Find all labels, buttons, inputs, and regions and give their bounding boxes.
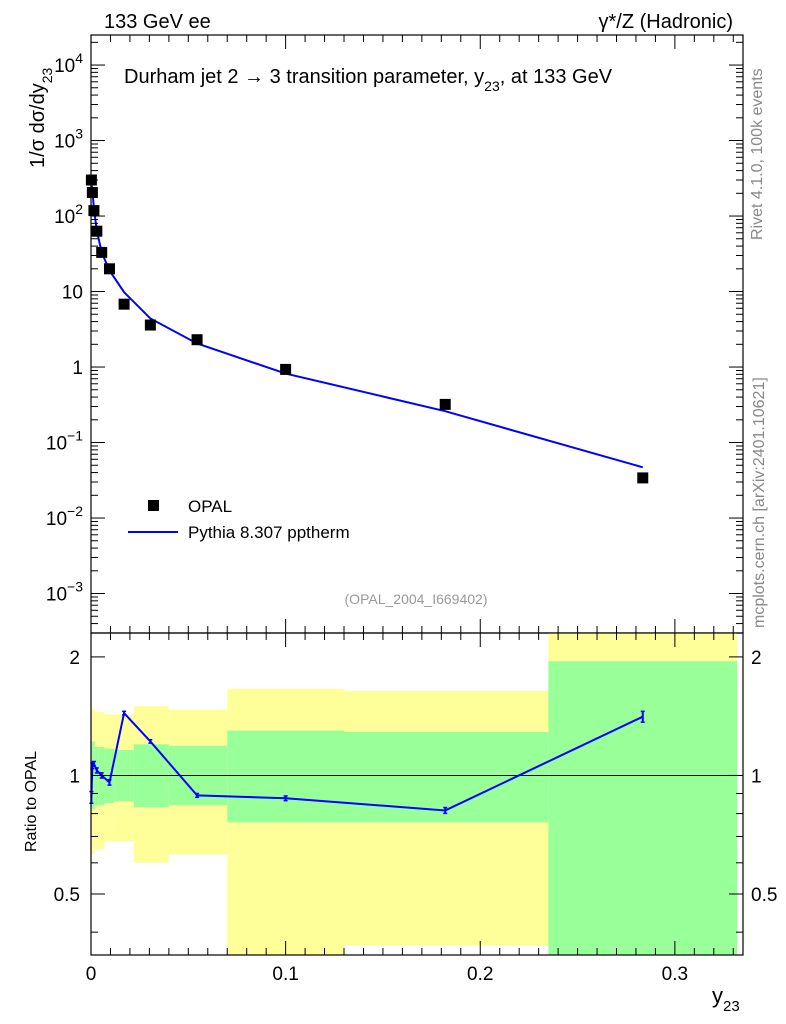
- main-ytick-label-exponent: 2: [75, 201, 83, 217]
- opal-data-point: [439, 398, 451, 410]
- opal-data-point: [280, 363, 292, 375]
- ratio-xtick-label: 0.2: [467, 964, 493, 985]
- opal-data-point: [637, 472, 649, 484]
- main-ytick-label: 10−3: [46, 579, 83, 606]
- ratio-ytick-label: 2: [69, 648, 80, 669]
- main-ytick-label: 1: [72, 358, 83, 379]
- main-ytick-label: 104: [54, 50, 83, 77]
- opal-data-point: [88, 205, 100, 217]
- ratio-ytick-label-right: 1: [751, 766, 762, 787]
- main-ytick-label-base: 10: [54, 56, 75, 77]
- main-title-text: Durham jet 2 → 3 transition parameter, y: [124, 66, 484, 88]
- legend-marker-opal: [148, 500, 159, 511]
- uncertainty-band-1sigma: [548, 661, 738, 955]
- header-left-label: 133 GeV ee: [104, 11, 211, 33]
- legend-label-opal: OPAL: [188, 497, 232, 516]
- ratio-xtick-label: 0.3: [662, 964, 688, 985]
- ratio-xtick-label: 0.1: [272, 964, 298, 985]
- ratio-ylabel: Ratio to OPAL: [23, 751, 40, 852]
- main-ytick-label-exponent: 4: [75, 50, 83, 66]
- ratio-plot-frame: [90, 632, 744, 956]
- ratio-xlabel-text: y: [712, 983, 723, 1008]
- main-ytick-label-exponent: −2: [67, 503, 83, 519]
- main-ytick-label-base: 10: [46, 509, 67, 530]
- main-ylabel-subscript: 23: [39, 67, 55, 83]
- ratio-xlabel-subscript: 23: [723, 998, 740, 1015]
- ratio-ytick-label-right: 2: [751, 648, 762, 669]
- ratio-ytick-label: 0.5: [54, 885, 80, 906]
- uncertainty-band-1sigma: [227, 730, 345, 823]
- main-title: Durham jet 2 → 3 transition parameter, y…: [124, 66, 613, 94]
- main-ytick-label: 10: [62, 283, 83, 304]
- main-ylabel: 1/σ dσ/dy23: [27, 67, 55, 168]
- opal-data-point: [96, 246, 108, 258]
- opal-data-point: [91, 225, 103, 237]
- opal-data-point: [103, 263, 115, 275]
- main-ylabel-text: 1/σ dσ/dy: [27, 83, 49, 168]
- pythia-series-line: [90, 183, 644, 469]
- ratio-ytick-label: 1: [69, 766, 80, 787]
- main-plot-frame: [90, 34, 744, 634]
- main-ytick-label: 102: [54, 201, 83, 228]
- opal-data-point: [86, 187, 98, 199]
- legend: OPAL Pythia 8.307 pptherm: [128, 497, 350, 542]
- side-text-mcplots: mcplots.cern.ch [arXiv:2401.10621]: [751, 377, 768, 628]
- ratio-plot-panel: 0 0.1 0.2 0.3 0.5 0.5 1 1 2 2 Ratio to OPAL y23: [23, 632, 777, 1015]
- main-ytick-label-base: 10: [46, 434, 67, 455]
- main-ytick-label-base: 1: [72, 358, 83, 379]
- main-ytick-label-base: 10: [62, 283, 83, 304]
- main-ytick-label-base: 10: [54, 132, 75, 153]
- main-title-tail: , at 133 GeV: [500, 66, 613, 88]
- main-ytick-label: 10−2: [46, 503, 83, 530]
- legend-label-pythia: Pythia 8.307 pptherm: [188, 523, 350, 542]
- main-ytick-label: 10−1: [46, 428, 83, 455]
- opal-data-point: [191, 334, 203, 346]
- uncertainty-band-1sigma: [94, 747, 99, 806]
- main-title-subscript: 23: [484, 78, 500, 94]
- main-ytick-label-exponent: 3: [75, 126, 83, 142]
- main-ytick-label-base: 10: [46, 585, 67, 606]
- header-right-label: γ*/Z (Hadronic): [599, 11, 733, 33]
- main-ytick-label-exponent: −3: [67, 579, 83, 595]
- main-ytick-label-base: 10: [54, 207, 75, 228]
- analysis-watermark: (OPAL_2004_I669402): [345, 591, 488, 607]
- ratio-xlabel: y23: [712, 983, 740, 1015]
- ratio-ytick-label-right: 0.5: [751, 885, 777, 906]
- opal-data-point: [144, 319, 156, 331]
- main-ytick-label-exponent: −1: [67, 428, 83, 444]
- side-text-rivet: Rivet 4.1.0, 100k events: [749, 68, 766, 240]
- main-ytick-label: 103: [54, 126, 83, 153]
- opal-data-point: [118, 298, 130, 310]
- ratio-xtick-label: 0: [86, 964, 97, 985]
